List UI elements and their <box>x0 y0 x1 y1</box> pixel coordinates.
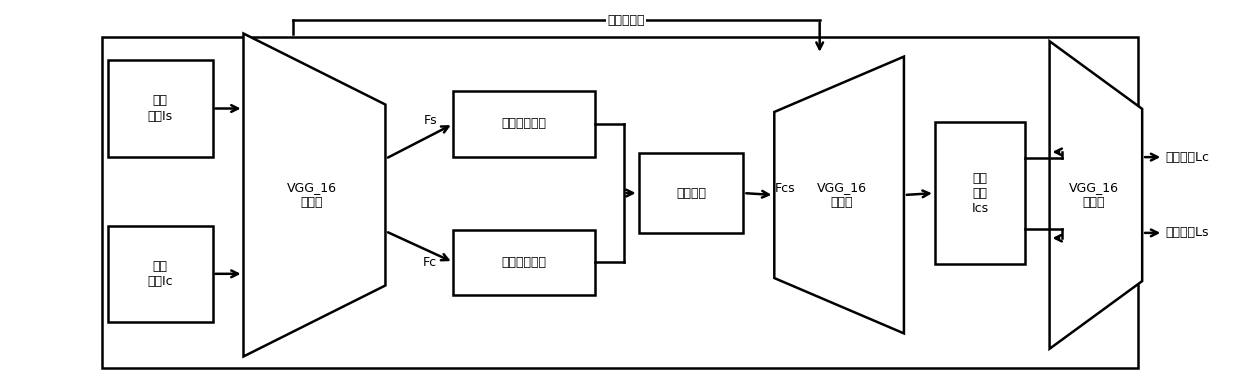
Text: Fc: Fc <box>423 256 438 269</box>
Text: 特征融合: 特征融合 <box>676 186 706 200</box>
Polygon shape <box>243 34 386 356</box>
Text: 风格
图像Is: 风格 图像Is <box>148 94 172 122</box>
Text: 内容
图像Ic: 内容 图像Ic <box>148 260 174 288</box>
Text: 内容损失Lc: 内容损失Lc <box>1166 151 1210 164</box>
Polygon shape <box>774 57 904 333</box>
Polygon shape <box>1049 41 1142 349</box>
Text: Fs: Fs <box>424 113 438 126</box>
FancyBboxPatch shape <box>108 60 212 156</box>
FancyBboxPatch shape <box>454 230 595 295</box>
FancyBboxPatch shape <box>454 91 595 156</box>
Text: 风格损失Ls: 风格损失Ls <box>1166 226 1209 239</box>
Text: VGG_16
编码器: VGG_16 编码器 <box>286 181 336 209</box>
Text: 合成
图像
Ics: 合成 图像 Ics <box>971 172 988 214</box>
FancyBboxPatch shape <box>935 122 1025 264</box>
Text: VGG_16
编码器: VGG_16 编码器 <box>1069 181 1118 209</box>
Text: 拉普拉斯滤波: 拉普拉斯滤波 <box>502 256 547 269</box>
Text: Fcs: Fcs <box>774 182 795 195</box>
Text: 特征选择操作: 特征选择操作 <box>502 117 547 130</box>
Text: VGG_16
解码器: VGG_16 解码器 <box>817 181 867 209</box>
Text: 元学习机制: 元学习机制 <box>608 14 645 27</box>
FancyBboxPatch shape <box>108 226 212 322</box>
FancyBboxPatch shape <box>639 153 744 234</box>
